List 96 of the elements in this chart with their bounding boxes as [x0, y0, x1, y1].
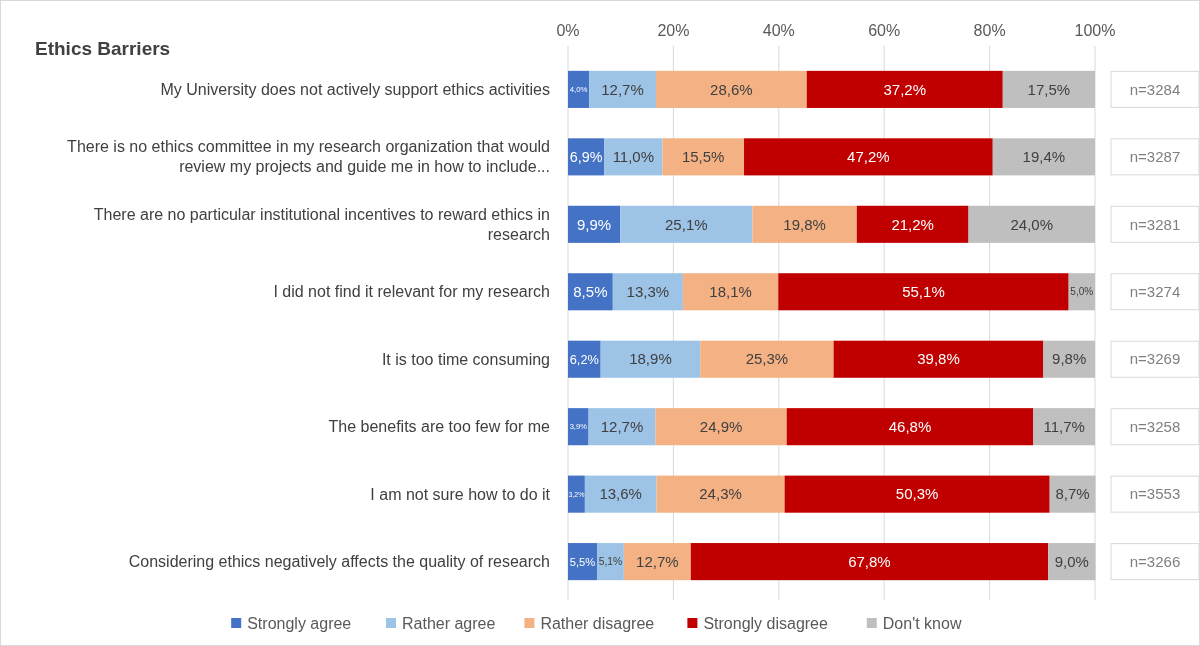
- bar: [690, 543, 1049, 581]
- data-label: 39,8%: [917, 350, 960, 368]
- bar: [752, 205, 857, 243]
- bar: [682, 273, 779, 311]
- text: n=3287: [1129, 148, 1181, 166]
- bar: [662, 138, 745, 176]
- data-label: 9,8%: [1052, 350, 1087, 368]
- data-label: 55,1%: [902, 283, 945, 301]
- bar: [612, 273, 683, 311]
- data-label: 12,7%: [600, 417, 644, 435]
- x-tick-label: 100%: [1074, 22, 1116, 39]
- text: Ethics Barriers: [35, 38, 171, 59]
- data-label: 8,7%: [1055, 485, 1090, 503]
- y-tick-label: My University does not actively support ethics activities: [160, 80, 550, 98]
- data-label: 12,7%: [636, 552, 679, 570]
- bar: [744, 138, 993, 176]
- bar: [623, 543, 691, 581]
- y-tick-label: There are no particular institutional incentives to reward ethics in research: [93, 205, 550, 243]
- data-label: 24,3%: [699, 485, 742, 503]
- bar: [1002, 70, 1095, 108]
- bar: [568, 70, 590, 108]
- data-label: 17,5%: [1027, 80, 1071, 98]
- legend-label: Rather agree: [402, 614, 496, 632]
- bar: [700, 340, 834, 378]
- data-label: 24,0%: [1010, 215, 1054, 233]
- y-tick-label: The benefits are too few for me: [328, 418, 551, 436]
- bar: [968, 205, 1095, 243]
- data-label: 9,0%: [1054, 552, 1089, 570]
- text: n=3274: [1129, 283, 1181, 301]
- x-tick-label: 20%: [657, 22, 690, 39]
- data-label: 67,8%: [848, 552, 891, 570]
- bar: [656, 475, 785, 513]
- bar: [992, 138, 1095, 176]
- bar: [584, 475, 657, 513]
- x-tick-label: 80%: [973, 22, 1006, 39]
- text: n=3258: [1129, 417, 1181, 435]
- y-tick-label: There is no ethics committee in my research organization that would review my projects and guide me in how to include...: [67, 138, 550, 176]
- bar: [778, 273, 1069, 311]
- data-label: 6,9%: [569, 148, 603, 165]
- data-label: 9,9%: [576, 215, 612, 233]
- text: n=3553: [1129, 485, 1181, 503]
- bar: [856, 205, 969, 243]
- data-label: 15,5%: [681, 148, 725, 166]
- bar: [588, 408, 656, 446]
- data-label: 13,6%: [599, 485, 642, 503]
- text: n=3269: [1129, 350, 1181, 368]
- y-tick-label: I am not sure how to do it: [370, 485, 551, 503]
- x-tick-label: 40%: [762, 22, 795, 39]
- text: n=3281: [1129, 215, 1181, 233]
- data-label: 5,1%: [598, 556, 623, 568]
- bar: [833, 340, 1044, 378]
- data-label: 13,3%: [626, 283, 670, 301]
- data-label: 5,5%: [569, 555, 596, 568]
- bar: [655, 408, 787, 446]
- data-label: 12,7%: [601, 80, 644, 98]
- data-label: 18,1%: [709, 283, 752, 301]
- bar: [806, 70, 1003, 108]
- legend-label: Don't know: [882, 614, 962, 632]
- data-label: 11,0%: [612, 148, 655, 166]
- data-label: 50,3%: [895, 485, 939, 503]
- data-label: 24,9%: [699, 417, 743, 435]
- data-label: 37,2%: [883, 80, 927, 98]
- x-tick-label: 60%: [868, 22, 901, 39]
- data-label: 25,1%: [665, 215, 708, 233]
- y-tick-label: It is too time consuming: [381, 350, 550, 368]
- bar: [589, 70, 657, 108]
- bar: [568, 408, 589, 446]
- bar: [604, 138, 663, 176]
- bar: [1048, 543, 1096, 581]
- bar: [786, 408, 1034, 446]
- data-label: 25,3%: [745, 350, 789, 368]
- bar: [656, 70, 807, 108]
- data-label: 46,8%: [888, 417, 932, 435]
- data-label: 6,2%: [569, 351, 599, 367]
- legend-label: Rather disagree: [540, 614, 655, 632]
- bar: [784, 475, 1050, 513]
- bar: [620, 205, 753, 243]
- x-tick-label: 0%: [556, 22, 580, 39]
- y-tick-label: I did not find it relevant for my research: [273, 283, 550, 301]
- data-label: 47,2%: [847, 148, 890, 166]
- data-label: 18,9%: [629, 350, 672, 368]
- data-label: 11,7%: [1043, 417, 1085, 435]
- y-tick-label: Considering ethics negatively affects the quality of research: [128, 553, 550, 571]
- legend-label: Strongly disagree: [703, 614, 829, 632]
- data-label: 8,5%: [573, 283, 608, 301]
- bar: [568, 475, 585, 513]
- text: n=3266: [1129, 552, 1181, 570]
- text: n=3284: [1129, 80, 1181, 98]
- data-label: 28,6%: [710, 80, 753, 98]
- data-label: 5,0%: [1070, 286, 1094, 298]
- data-label: 19,8%: [783, 215, 826, 233]
- legend-label: Strongly agree: [247, 614, 352, 632]
- bar: [1033, 408, 1095, 446]
- data-label: 19,4%: [1022, 148, 1066, 166]
- bar: [600, 340, 701, 378]
- data-label: 21,2%: [891, 215, 934, 233]
